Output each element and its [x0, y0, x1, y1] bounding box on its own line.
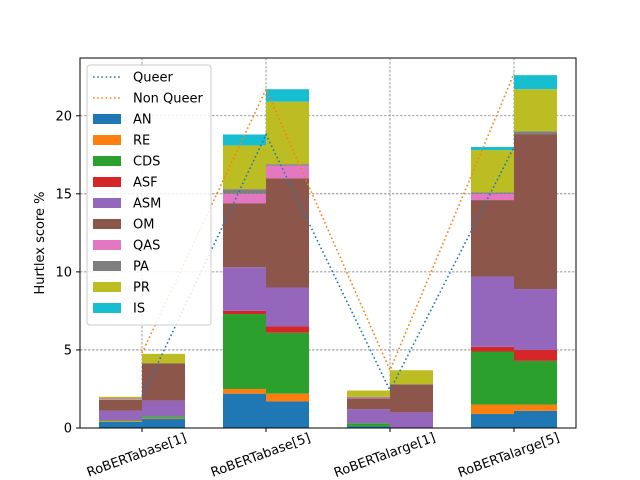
bar-segment-is-queer	[471, 146, 514, 151]
bar-segment-cds-non-queer	[142, 416, 185, 418]
bar-segment-pr-queer	[223, 145, 266, 190]
bar-segment-asf-queer	[471, 346, 514, 352]
legend-color-swatch	[93, 303, 121, 313]
bar-segment-qas-queer	[223, 193, 266, 204]
bar-segment-re-non-queer	[266, 393, 309, 402]
legend-label: PR	[133, 281, 150, 296]
y-tick-label: 5	[64, 343, 72, 358]
legend-label: Queer	[133, 71, 173, 86]
legend-color-swatch	[93, 177, 121, 187]
legend-label: ASF	[133, 176, 158, 191]
bar-segment-cds-queer	[471, 351, 514, 405]
legend-label: Non Queer	[133, 92, 204, 107]
bar-segment-asf-non-queer	[514, 349, 557, 361]
bar-segment-re-non-queer	[514, 404, 557, 411]
legend-label: QAS	[133, 239, 160, 254]
bar-segment-pa-queer	[99, 398, 142, 400]
legend-label: PA	[133, 260, 149, 275]
axes-layer	[79, 57, 577, 429]
bar-segment-qas-queer	[471, 193, 514, 201]
y-tick-label: 10	[55, 265, 72, 280]
bar-segment-an-queer	[471, 413, 514, 428]
bar-segment-om-non-queer	[390, 384, 433, 413]
bar-segment-om-non-queer	[142, 363, 185, 401]
legend-label: IS	[133, 302, 145, 317]
bar-segment-an-queer	[99, 421, 142, 428]
bar-segment-an-non-queer	[142, 418, 185, 428]
bar-segment-asm-non-queer	[142, 400, 185, 417]
bar-segment-is-queer	[223, 134, 266, 146]
legend-box	[86, 64, 212, 326]
bar-segment-asm-queer	[471, 276, 514, 347]
bar-segment-pa-non-queer	[266, 164, 309, 166]
bar-segment-pr-queer	[471, 150, 514, 193]
bar-segment-pr-non-queer	[390, 370, 433, 385]
legend-color-swatch	[93, 282, 121, 292]
y-axis-label: Hurtlex score %	[33, 191, 48, 294]
bar-segment-asm-queer	[347, 409, 390, 424]
bar-segment-cds-non-queer	[266, 332, 309, 394]
bar-segment-asf-non-queer	[266, 326, 309, 333]
y-tick-label: 20	[55, 109, 72, 124]
plot-frame	[79, 57, 577, 429]
bar-segment-asm-queer	[99, 410, 142, 421]
bar-segment-re-non-queer	[142, 417, 185, 419]
legend-label: AN	[133, 113, 152, 128]
line-queer	[141, 132, 515, 398]
bar-segment-pr-non-queer	[514, 89, 557, 132]
bar-layer	[99, 75, 557, 428]
bar-segment-om-queer	[99, 399, 142, 411]
bar-segment-an-non-queer	[266, 401, 309, 428]
legend-label: OM	[133, 218, 154, 233]
bar-segment-cds-non-queer	[514, 360, 557, 405]
bar-segment-pr-queer	[99, 396, 142, 399]
legend-color-swatch	[93, 261, 121, 271]
bar-segment-qas-queer	[347, 397, 390, 399]
bar-segment-om-non-queer	[514, 134, 557, 290]
legend-label: RE	[133, 134, 150, 149]
bar-segment-pa-queer	[223, 189, 266, 194]
legend-color-swatch	[93, 114, 121, 124]
bar-segment-cds-queer	[347, 423, 390, 427]
legend-color-swatch	[93, 198, 121, 208]
bar-segment-pr-queer	[347, 390, 390, 397]
bar-segment-is-non-queer	[266, 89, 309, 102]
bar-segment-asm-non-queer	[390, 412, 433, 428]
bar-segment-qas-queer	[99, 399, 142, 400]
legend-label: ASM	[133, 197, 161, 212]
bar-segment-pr-non-queer	[266, 101, 309, 165]
bar-segment-om-non-queer	[266, 178, 309, 288]
bar-segment-om-queer	[223, 203, 266, 268]
bar-segment-asm-non-queer	[266, 287, 309, 327]
bar-segment-an-queer	[223, 393, 266, 428]
line-layer	[141, 73, 515, 398]
legend-color-swatch	[93, 240, 121, 250]
bar-segment-pa-queer	[471, 192, 514, 194]
bar-segment-pa-non-queer	[514, 131, 557, 135]
bar-segment-cds-queer	[223, 314, 266, 389]
bar-segment-re-queer	[99, 420, 142, 422]
bar-segment-qas-non-queer	[266, 165, 309, 179]
legend-color-swatch	[93, 135, 121, 145]
bar-segment-asm-non-queer	[514, 289, 557, 350]
bar-segment-pr-non-queer	[142, 353, 185, 364]
bar-segment-is-non-queer	[514, 75, 557, 90]
legend-color-swatch	[93, 219, 121, 229]
bar-segment-cds-queer	[99, 420, 142, 421]
legend: Queer Non Queer AN RE CDS ASF ASM OM QAS PA PR IS	[86, 64, 212, 326]
bar-segment-asf-queer	[223, 310, 266, 315]
legend-color-swatch	[93, 156, 121, 166]
legend-label: CDS	[133, 155, 160, 170]
bar-segment-om-queer	[347, 398, 390, 410]
bar-segment-pa-queer	[347, 396, 390, 398]
bar-segment-om-queer	[471, 200, 514, 277]
y-tick-label: 0	[64, 422, 72, 437]
bar-segment-re-queer	[471, 404, 514, 414]
bar-segment-an-non-queer	[514, 410, 557, 428]
bar-segment-an-queer	[347, 426, 390, 428]
bar-segment-re-queer	[223, 388, 266, 394]
bar-segment-asm-queer	[223, 267, 266, 311]
y-tick-label: 15	[55, 187, 72, 202]
